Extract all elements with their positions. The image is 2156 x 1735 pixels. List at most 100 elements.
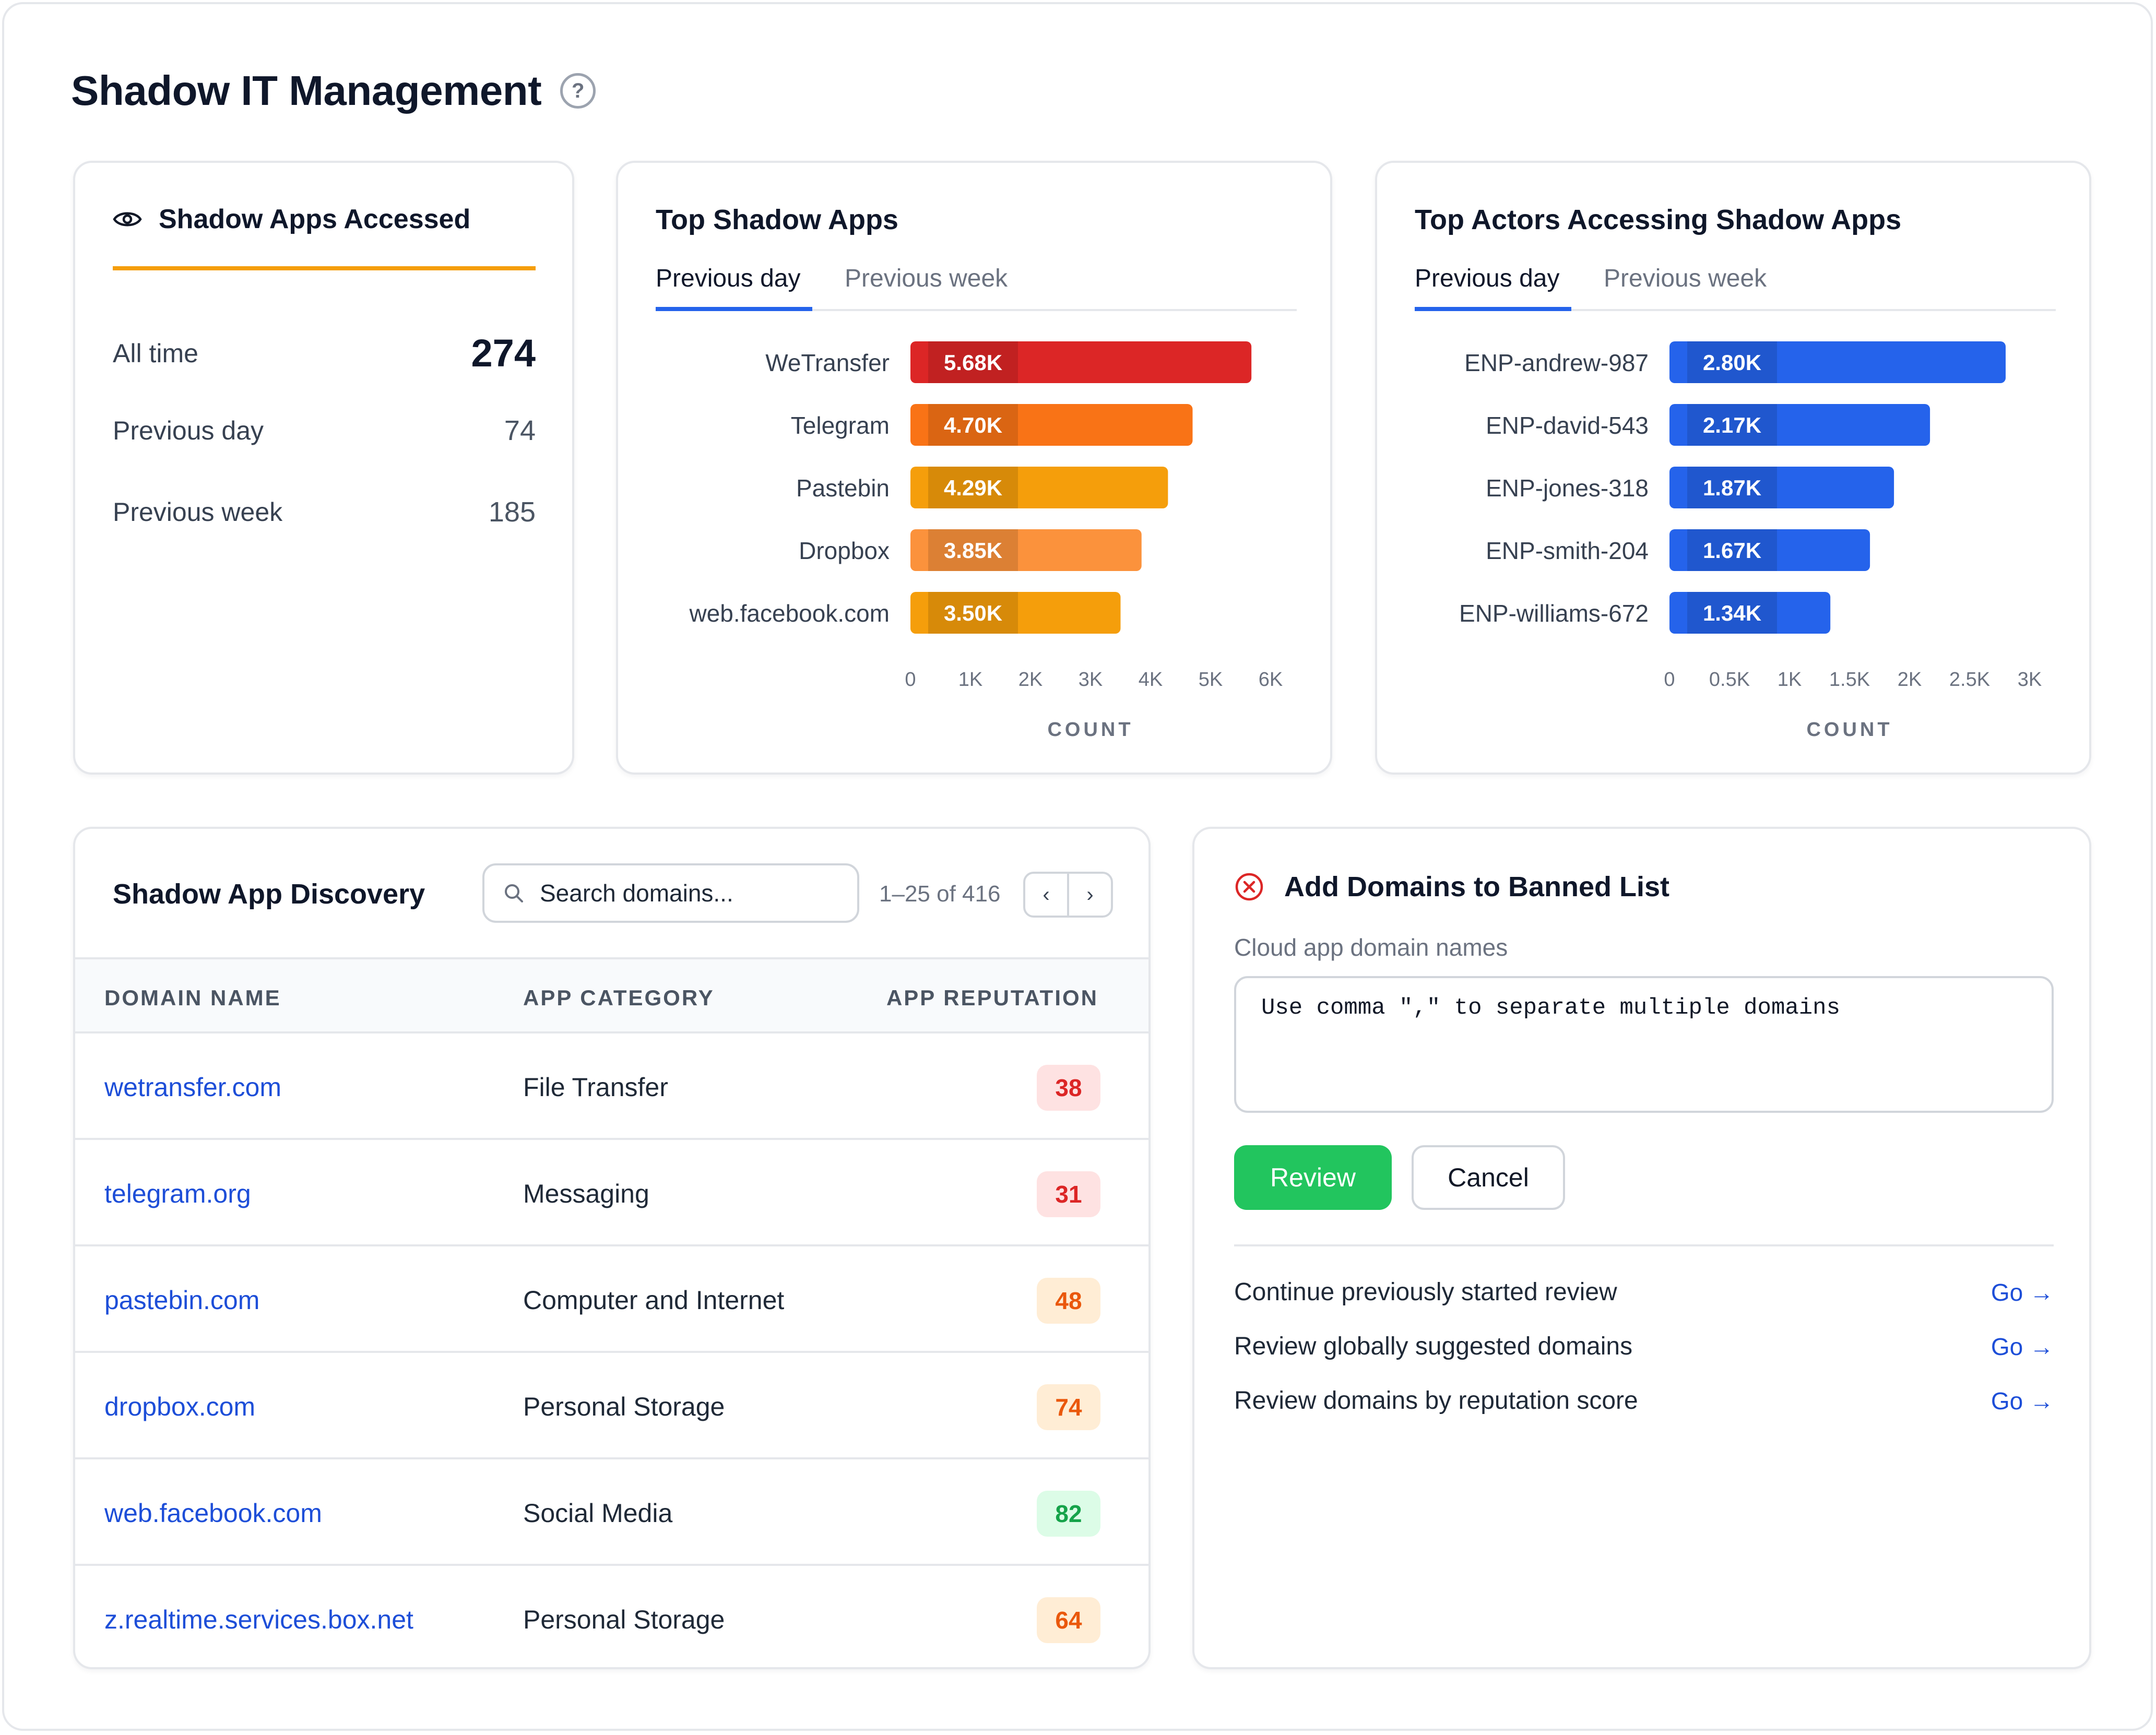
shadow-apps-accessed-card: Shadow Apps Accessed All time 274 Previo… — [73, 161, 574, 775]
bar-value-label: 3.85K — [944, 538, 1002, 563]
tab-previous-day[interactable]: Previous day — [1415, 265, 1560, 292]
bar[interactable] — [1669, 529, 1870, 571]
pagination-text: 1–25 of 416 — [879, 881, 1001, 907]
tick-label: 3K — [2018, 669, 2042, 691]
table-row[interactable]: telegram.org Messaging 31 — [75, 1140, 1148, 1246]
table-row[interactable]: dropbox.com Personal Storage 74 — [75, 1353, 1148, 1459]
bar-label-bg — [928, 592, 1018, 634]
tick-label: 6K — [1259, 669, 1283, 691]
bar-label-bg — [928, 341, 1018, 383]
tick-label: 0 — [1664, 669, 1675, 691]
active-tab-indicator — [1415, 307, 1571, 311]
review-button[interactable]: Review — [1234, 1145, 1392, 1210]
pagination-controls: ‹ › — [1023, 872, 1113, 918]
bar-label-bg — [928, 467, 1018, 508]
bar-label-bg — [1687, 341, 1777, 383]
category-label: Pastebin — [796, 474, 890, 502]
stat-row-previous-week: Previous week 185 — [113, 496, 536, 528]
field-label: Cloud app domain names — [1234, 934, 1508, 961]
domain-link[interactable]: dropbox.com — [104, 1392, 256, 1421]
bar-value-label: 1.67K — [1703, 538, 1761, 563]
category-label: WeTransfer — [765, 349, 890, 376]
bar-value-label: 2.80K — [1703, 350, 1761, 375]
bar[interactable] — [910, 467, 1168, 508]
accessed-card-header: Shadow Apps Accessed — [113, 204, 536, 270]
bar[interactable] — [910, 592, 1121, 634]
tab-previous-week[interactable]: Previous week — [1604, 265, 1767, 292]
accessed-card-title: Shadow Apps Accessed — [159, 204, 471, 234]
bar[interactable] — [1669, 592, 1831, 634]
column-header-domain[interactable]: DOMAIN NAME — [104, 985, 281, 1010]
search-icon — [505, 884, 523, 902]
title-row: Shadow IT Management ? — [71, 67, 596, 115]
bar-label-bg — [1687, 467, 1777, 508]
domain-names-input[interactable] — [1234, 976, 2054, 1113]
cancel-button[interactable]: Cancel — [1412, 1145, 1565, 1210]
category-label: Dropbox — [799, 537, 890, 564]
bar[interactable] — [910, 341, 1252, 383]
bar-value-label: 4.29K — [944, 476, 1002, 500]
tick-label: 0.5K — [1709, 669, 1750, 691]
bar-value-label: 2.17K — [1703, 413, 1761, 437]
go-link[interactable]: Go → — [1991, 1278, 2054, 1306]
divider — [1234, 1244, 2054, 1246]
bar[interactable] — [1669, 467, 1894, 508]
tick-label: 0 — [905, 669, 916, 691]
app-category: Computer and Internet — [523, 1286, 785, 1315]
table-row[interactable]: web.facebook.com Social Media 82 — [75, 1459, 1148, 1566]
go-link[interactable]: Go → — [1991, 1333, 2054, 1360]
link-row-reputation-score: Review domains by reputation score Go → — [1234, 1386, 2054, 1415]
tick-label: 1K — [958, 669, 982, 691]
table-row[interactable]: z.realtime.services.box.net Personal Stor… — [75, 1566, 1148, 1667]
bar-value-label: 4.70K — [944, 413, 1002, 437]
next-page-button[interactable]: › — [1067, 874, 1111, 916]
domain-link[interactable]: pastebin.com — [104, 1286, 260, 1315]
top-actors-card: Top Actors Accessing Shadow Apps Previou… — [1375, 161, 2091, 775]
banned-list-card: Add Domains to Banned List Cloud app dom… — [1192, 827, 2091, 1669]
column-header-reputation[interactable]: APP REPUTATION — [886, 985, 1098, 1010]
link-label: Review globally suggested domains — [1234, 1333, 1633, 1360]
bar-label-bg — [1687, 592, 1777, 634]
domain-link[interactable]: z.realtime.services.box.net — [104, 1605, 413, 1634]
tab-previous-day[interactable]: Previous day — [656, 265, 801, 292]
discovery-title: Shadow App Discovery — [113, 878, 425, 910]
domain-link[interactable]: web.facebook.com — [104, 1499, 322, 1528]
table-row[interactable]: pastebin.com Computer and Internet 48 — [75, 1246, 1148, 1353]
bar[interactable] — [910, 529, 1142, 571]
top-actors-tabs: Previous day Previous week — [1415, 257, 2056, 311]
top-actors-bar-chart: ENP-andrew-987 2.80K ENP-david-543 2.17K ENP… — [1459, 341, 2042, 741]
bar[interactable] — [910, 404, 1193, 446]
domain-link[interactable]: wetransfer.com — [104, 1073, 282, 1102]
link-row-continue-review: Continue previously started review Go → — [1234, 1278, 2054, 1306]
tick-label: 3K — [1079, 669, 1103, 691]
category-label: ENP-jones-318 — [1486, 474, 1649, 502]
domain-link[interactable]: telegram.org — [104, 1179, 251, 1208]
top-actors-title: Top Actors Accessing Shadow Apps — [1415, 204, 1902, 235]
search-box — [482, 863, 859, 923]
search-input[interactable] — [539, 878, 831, 908]
app-category: Personal Storage — [523, 1605, 725, 1634]
stat-value: 274 — [471, 331, 536, 375]
column-header-category[interactable]: APP CATEGORY — [523, 985, 715, 1010]
bar-label-bg — [1687, 404, 1777, 446]
help-icon[interactable]: ? — [560, 73, 596, 109]
tab-previous-week[interactable]: Previous week — [845, 265, 1008, 292]
stat-label: Previous week — [113, 497, 283, 527]
bar[interactable] — [1669, 341, 2006, 383]
stat-label: Previous day — [113, 416, 264, 445]
stat-value: 74 — [504, 415, 536, 446]
bar[interactable] — [1669, 404, 1930, 446]
table-row[interactable]: wetransfer.com File Transfer 38 — [75, 1033, 1148, 1140]
link-label: Continue previously started review — [1234, 1278, 1617, 1306]
category-label: ENP-smith-204 — [1486, 537, 1649, 564]
stat-row-all-time: All time 274 — [113, 331, 536, 375]
reputation-badge: 64 — [1037, 1597, 1100, 1643]
go-link[interactable]: Go → — [1991, 1387, 2054, 1415]
prev-page-button[interactable]: ‹ — [1043, 883, 1050, 906]
top-shadow-apps-card: Top Shadow Apps Previous day Previous we… — [616, 161, 1332, 775]
tick-label: 2.5K — [1949, 669, 1990, 691]
category-label: ENP-williams-672 — [1459, 600, 1649, 627]
tick-label: 2K — [1898, 669, 1922, 691]
app-category: Personal Storage — [523, 1392, 725, 1421]
app-category: File Transfer — [523, 1073, 668, 1102]
